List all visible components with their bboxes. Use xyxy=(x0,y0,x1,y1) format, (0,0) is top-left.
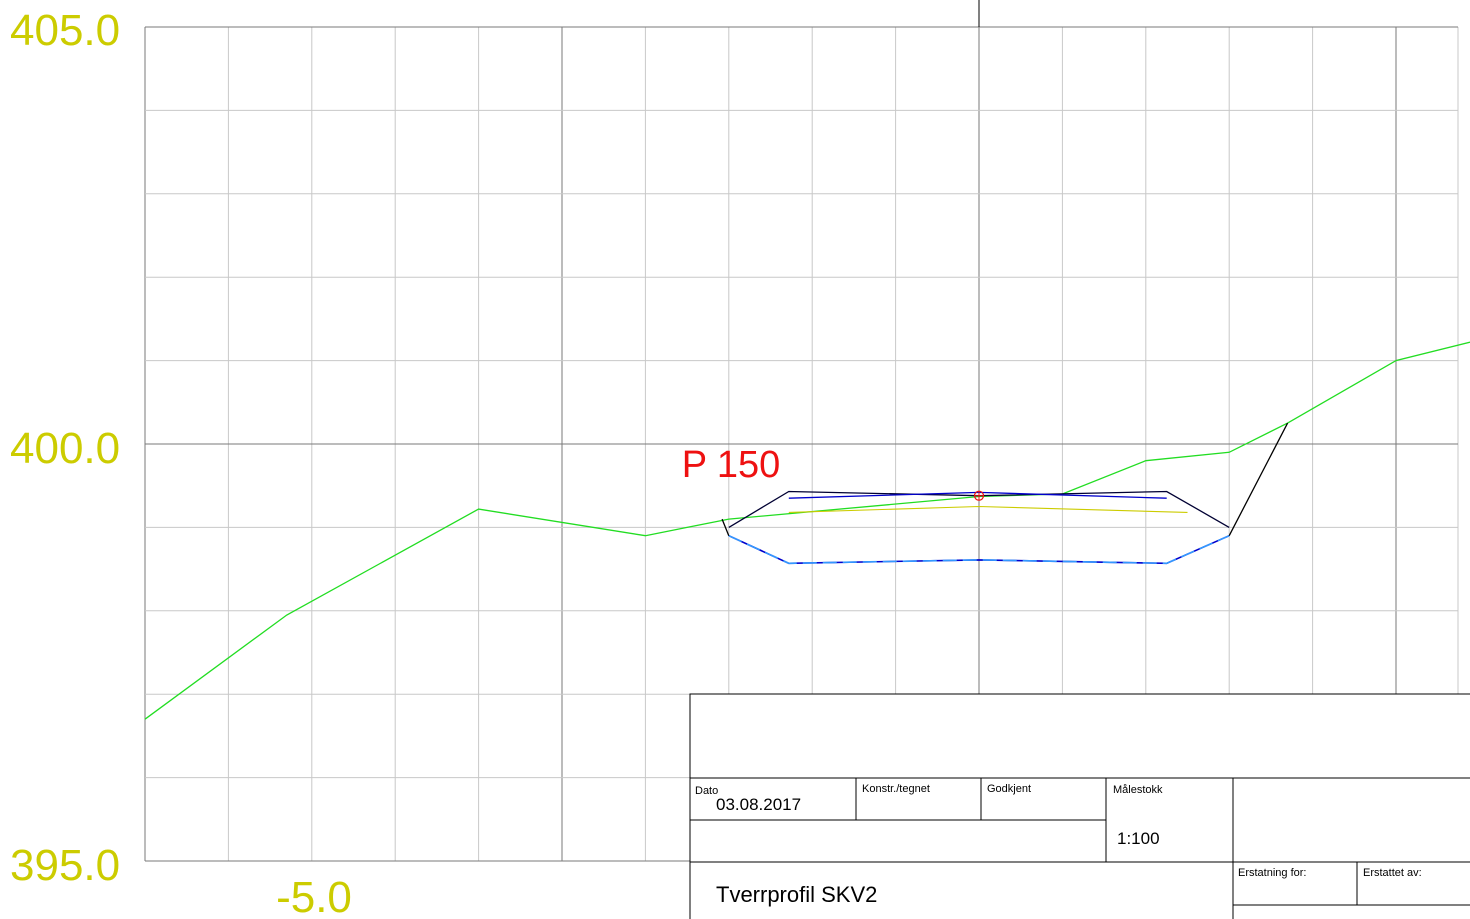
konstr-label: Konstr./tegnet xyxy=(862,783,930,795)
series-left_edge xyxy=(721,518,730,536)
dato-value: 03.08.2017 xyxy=(716,795,801,814)
drawing-title: Tverrprofil SKV2 xyxy=(716,882,877,907)
x-tick-label-minus-5: -5.0 xyxy=(276,873,352,919)
godkjent-label: Godkjent xyxy=(987,783,1031,795)
series-subgrade xyxy=(788,505,1188,513)
y-tick-label-405: 405.0 xyxy=(10,6,120,55)
y-tick-label-395: 395.0 xyxy=(10,841,120,890)
point-label: P 150 xyxy=(682,444,781,486)
malestokk-label: Målestokk xyxy=(1113,784,1163,796)
series-cut_slope xyxy=(1228,422,1289,536)
title-block: Dato 03.08.2017 Konstr./tegnet Godkjent … xyxy=(689,693,1470,919)
y-tick-label-400: 400.0 xyxy=(10,424,120,473)
series-terrain xyxy=(144,341,1470,720)
series-trench xyxy=(728,534,1230,565)
dato-label: Dato xyxy=(695,785,718,797)
profile-lines xyxy=(144,341,1470,720)
malestokk-value: 1:100 xyxy=(1117,829,1160,848)
erstattet-label: Erstattet av: xyxy=(1363,867,1422,879)
erstatning-label: Erstatning for: xyxy=(1238,867,1306,879)
